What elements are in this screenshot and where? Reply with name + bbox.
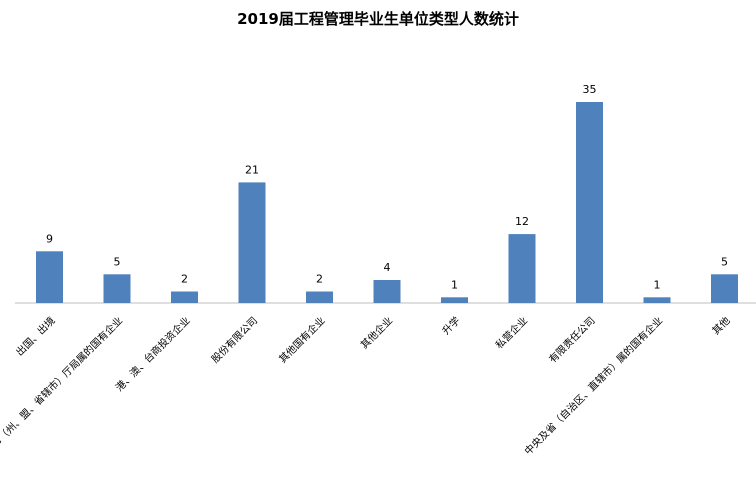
value-labels-group: 9 5 2 21 2 4 1 12 35 1 5 — [46, 83, 728, 291]
value-label-1: 5 — [114, 255, 121, 268]
category-label-10: 其他 — [709, 314, 732, 337]
category-label-7: 私营企业 — [493, 314, 530, 351]
bar-1 — [103, 274, 131, 303]
value-label-10: 5 — [721, 255, 728, 268]
bar-10 — [711, 274, 738, 303]
value-label-3: 21 — [245, 163, 259, 176]
value-label-0: 9 — [46, 232, 53, 245]
bar-9 — [643, 297, 671, 303]
bar-3 — [238, 182, 266, 303]
bar-5 — [373, 280, 401, 303]
bar-0 — [36, 251, 63, 303]
bar-7 — [508, 234, 536, 303]
category-label-5: 其他企业 — [358, 314, 395, 351]
category-label-1: 市（州、盟、省辖市）厅局属的国有企业 — [0, 314, 125, 450]
value-label-8: 35 — [583, 83, 597, 96]
value-label-7: 12 — [515, 215, 529, 228]
category-label-4: 其他国有企业 — [276, 314, 328, 366]
bar-2 — [171, 291, 198, 303]
category-label-6: 升学 — [439, 314, 462, 337]
bar-6 — [441, 297, 468, 303]
value-label-4: 2 — [316, 273, 323, 286]
category-labels-group: 出国、出境市（州、盟、省辖市）厅局属的国有企业港、澳、台商投资企业 股份有限公司其… — [0, 314, 733, 458]
category-label-8: 有限责任公司 — [546, 314, 598, 366]
bar-8 — [576, 102, 603, 303]
value-label-6: 1 — [451, 278, 458, 291]
value-label-2: 2 — [181, 273, 188, 286]
category-label-3: 股份有限公司 — [209, 314, 261, 366]
bars-group — [36, 102, 738, 303]
category-label-0: 出国、出境 — [13, 314, 58, 359]
category-label-9: 中央及省（自治区、直辖市）属的国有企业 — [522, 314, 666, 458]
bar-4 — [306, 291, 333, 303]
category-label-2: 港、澳、台商投资企业 — [113, 314, 193, 394]
chart-title: 2019届工程管理毕业生单位类型人数统计 — [237, 10, 519, 28]
value-label-9: 1 — [654, 278, 661, 291]
value-label-5: 4 — [384, 261, 391, 274]
